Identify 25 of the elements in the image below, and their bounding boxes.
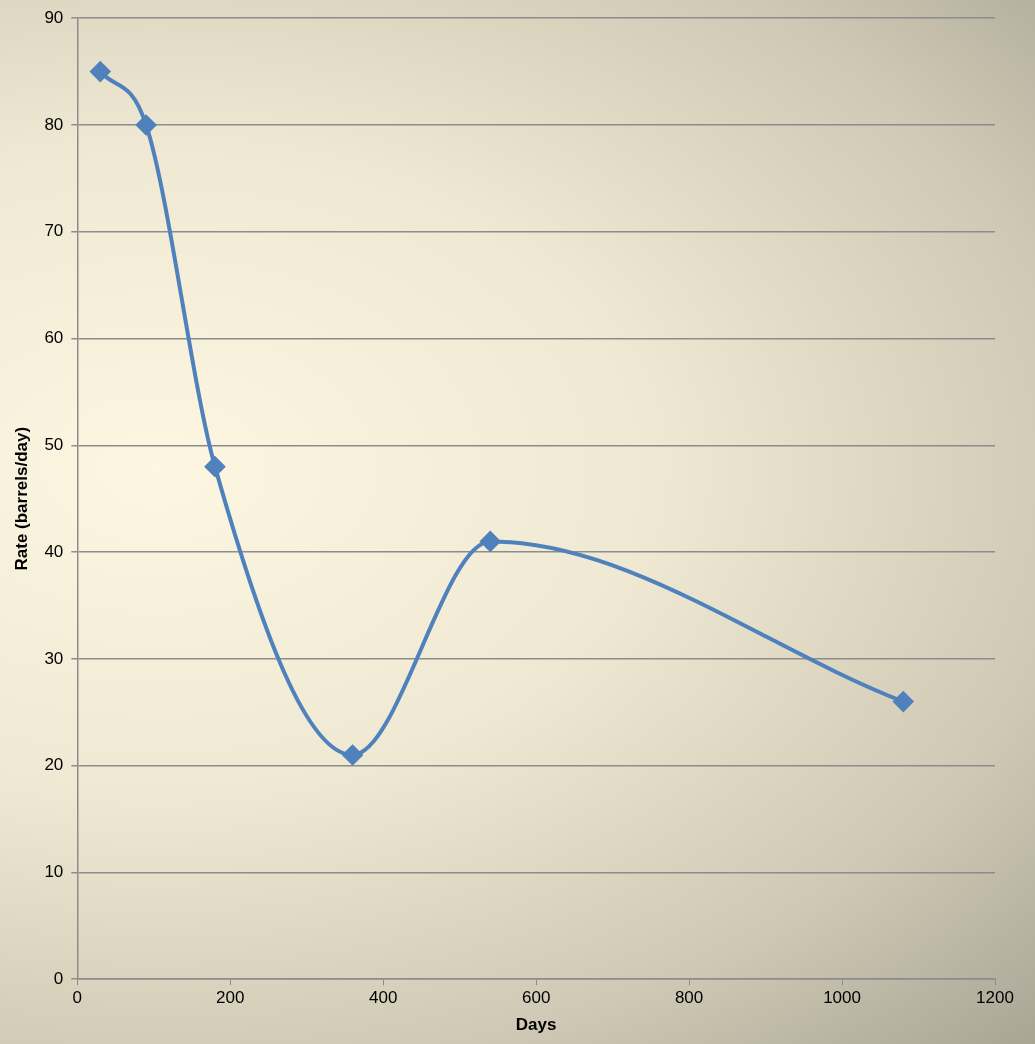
- y-tick-label: 0: [53, 968, 64, 988]
- x-tick-label: 600: [521, 988, 551, 1008]
- y-tick-label: 50: [44, 435, 64, 454]
- y-tick-label: 20: [44, 755, 64, 775]
- x-tick-label: 200: [216, 988, 245, 1008]
- y-axis-title: Rate (barrels/day): [11, 426, 31, 571]
- y-tick-label: 80: [44, 114, 64, 134]
- point: [90, 61, 111, 82]
- x-tick-label: 800: [674, 988, 704, 1008]
- y-tick-label: 10: [44, 862, 64, 882]
- x-tick-label: 0: [72, 988, 83, 1008]
- y-tick-label: 90: [44, 7, 64, 27]
- x-tick-label: 1200: [976, 988, 1014, 1008]
- point: [342, 744, 363, 765]
- y-tick-label: 40: [44, 541, 64, 561]
- point: [480, 531, 501, 552]
- y-tick-label: 70: [44, 221, 64, 241]
- x-tick-label: 1000: [823, 988, 861, 1008]
- point: [204, 456, 225, 477]
- x-axis-title: Days: [515, 1015, 557, 1035]
- x-tick-label: 400: [369, 988, 398, 1008]
- y-tick-label: 60: [44, 328, 64, 348]
- point: [893, 691, 914, 712]
- point: [136, 114, 157, 135]
- y-tick-label: 30: [44, 648, 64, 668]
